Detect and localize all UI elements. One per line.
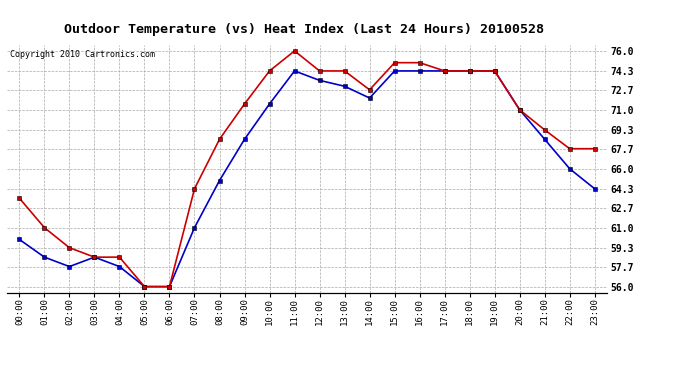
Text: Outdoor Temperature (vs) Heat Index (Last 24 Hours) 20100528: Outdoor Temperature (vs) Heat Index (Las…	[63, 22, 544, 36]
Text: Copyright 2010 Cartronics.com: Copyright 2010 Cartronics.com	[10, 50, 155, 59]
